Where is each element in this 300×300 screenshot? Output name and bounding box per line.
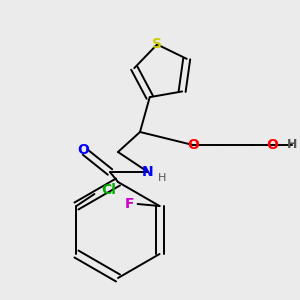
Text: O: O — [187, 138, 199, 152]
Text: O: O — [266, 138, 278, 152]
Text: Cl: Cl — [101, 183, 116, 197]
Text: H: H — [287, 139, 297, 152]
Text: H: H — [158, 173, 166, 183]
Text: S: S — [152, 38, 162, 51]
Text: F: F — [125, 197, 134, 211]
Text: O: O — [77, 143, 89, 157]
Text: N: N — [142, 165, 154, 179]
